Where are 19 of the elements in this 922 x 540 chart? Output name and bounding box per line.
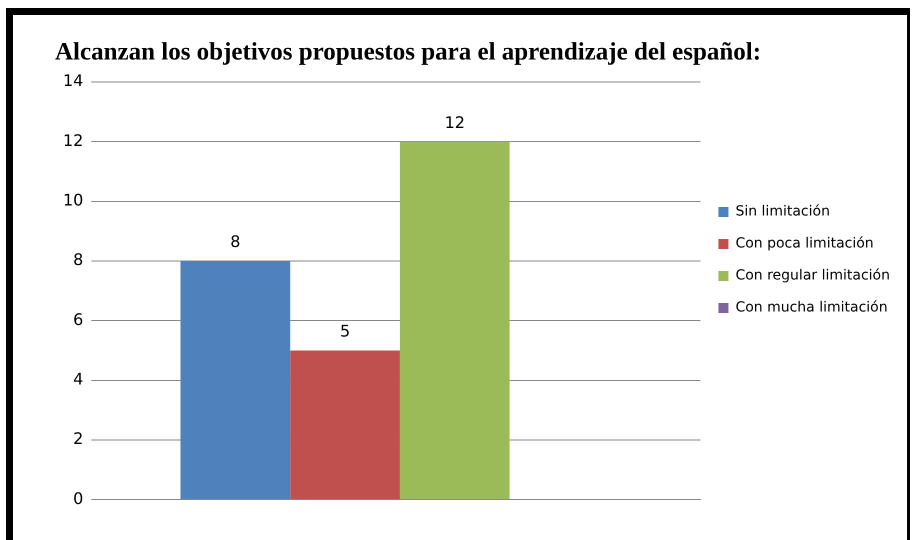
chart-title: Alcanzan los objetivos propuestos para el aprendizaje del español:	[55, 38, 762, 66]
data-label: 12	[444, 112, 465, 132]
bar	[180, 260, 290, 500]
bar	[400, 142, 510, 500]
data-label: 8	[230, 232, 240, 252]
y-tick-label: 2	[73, 429, 84, 448]
y-tick-label: 8	[73, 250, 84, 270]
bar	[290, 350, 400, 500]
y-tick-label: 6	[73, 310, 84, 329]
legend-label: Con regular limitación	[735, 268, 890, 284]
data-label: 5	[340, 322, 350, 341]
legend-label: Sin limitación	[735, 204, 830, 220]
legend-label: Con mucha limitación	[735, 300, 888, 316]
y-tick-label: 12	[63, 130, 84, 150]
y-tick-label: 4	[73, 369, 84, 388]
y-tick-label: 0	[73, 488, 84, 508]
y-tick-label: 10	[63, 190, 84, 210]
y-tick-label: 14	[63, 71, 84, 90]
legend-label: Con poca limitación	[735, 236, 874, 252]
